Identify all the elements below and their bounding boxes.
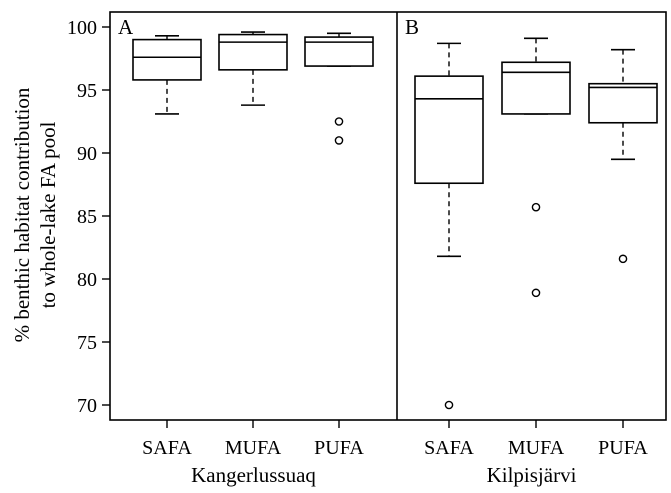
box-mufa [501, 37, 571, 298]
panel-letter: A [118, 15, 134, 39]
x-tick-label: SAFA [424, 437, 474, 459]
y-tick-label: 95 [77, 80, 97, 102]
iqr-box [414, 75, 484, 185]
outlier-point [334, 136, 344, 145]
y-tick-label: 70 [77, 395, 97, 417]
x-tick-label: MUFA [225, 437, 282, 459]
box-mufa [218, 31, 288, 106]
panel-letter: B [405, 15, 419, 39]
panel-xlabel: Kilpisjärvi [487, 463, 577, 487]
box-pufa [588, 48, 658, 264]
outlier-point [334, 117, 344, 126]
iqr-box [501, 61, 571, 115]
box-safa [132, 35, 202, 115]
panel-xlabel: Kangerlussuaq [191, 463, 316, 487]
y-tick-label: 100 [67, 17, 97, 39]
box-safa [414, 42, 484, 410]
iqr-box [588, 82, 658, 124]
y-tick-label: 80 [77, 269, 97, 291]
y-tick-label: 85 [77, 206, 97, 228]
iqr-box [132, 38, 202, 81]
x-tick-label: SAFA [142, 437, 192, 459]
y-tick-label: 90 [77, 143, 97, 165]
outlier-point [531, 288, 541, 298]
x-tick-label: PUFA [598, 437, 648, 459]
plot-area: 70 75 80 85 90 95 100 A SAFA MUFA PUFA Kangerlussua… [67, 11, 667, 487]
x-tick-label: MUFA [508, 437, 565, 459]
outlier-point [444, 400, 454, 410]
x-tick-label: PUFA [314, 437, 364, 459]
y-tick-label: 75 [77, 332, 97, 354]
outlier-point [531, 202, 541, 212]
y-axis-label-line2: to whole-lake FA pool [36, 121, 60, 308]
box-pufa [304, 32, 374, 145]
iqr-box [218, 33, 288, 71]
outlier-point [618, 254, 628, 264]
y-axis-label-line1: % benthic habitat contribution [10, 87, 34, 342]
